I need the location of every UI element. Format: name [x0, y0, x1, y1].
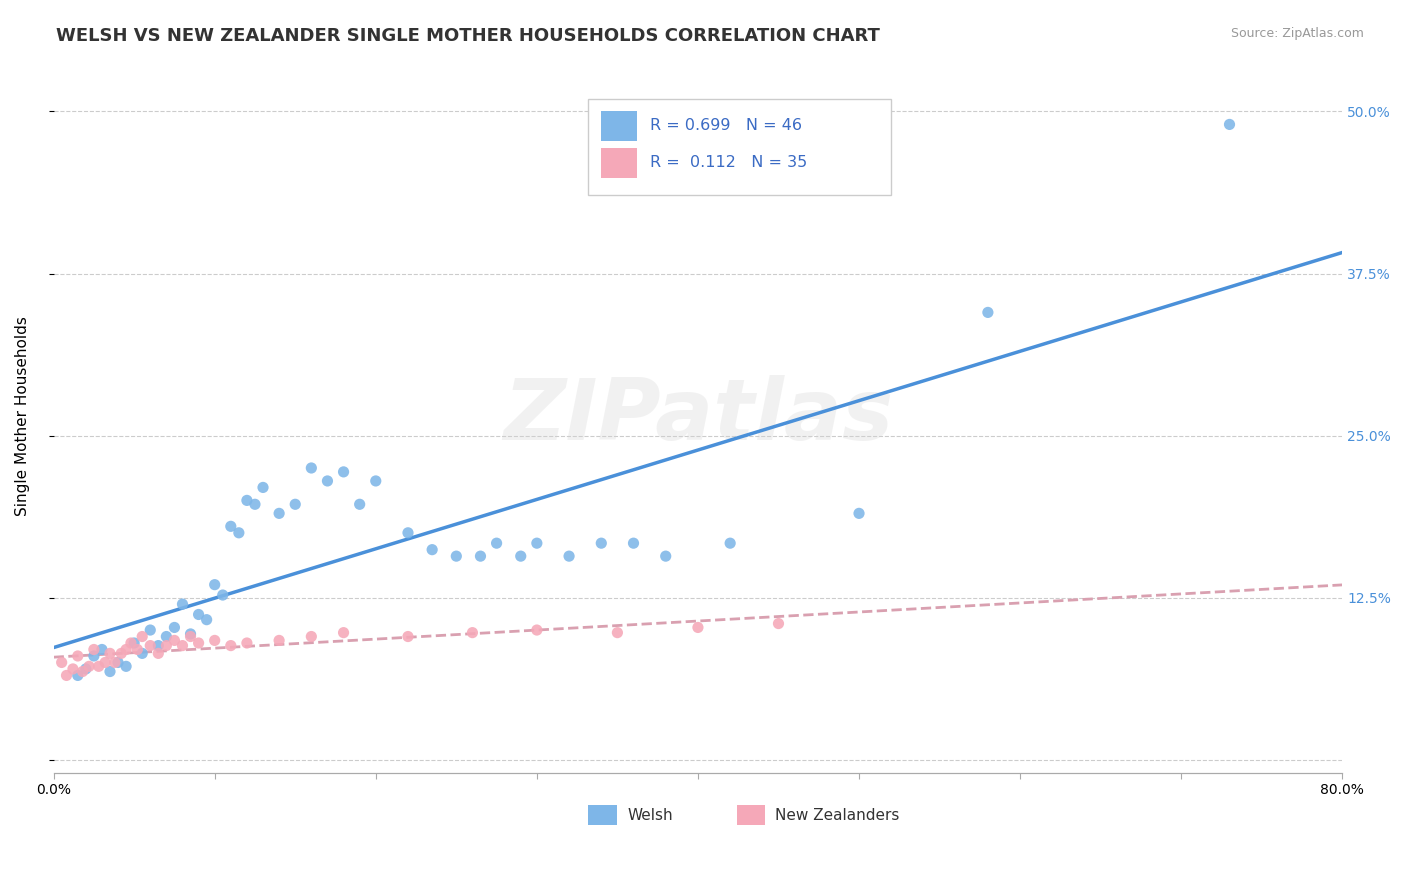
Point [461, 625, 484, 640]
Point [606, 625, 628, 640]
Point [107, 656, 129, 670]
Point [446, 549, 468, 563]
Point [228, 525, 250, 540]
Y-axis label: Single Mother Households: Single Mother Households [15, 316, 30, 516]
Point [83, 648, 105, 663]
Point [55, 668, 77, 682]
Point [104, 656, 127, 670]
Point [768, 616, 790, 631]
Point [591, 536, 613, 550]
Point [172, 639, 194, 653]
Text: ZIPatlas: ZIPatlas [503, 375, 893, 458]
Point [243, 497, 266, 511]
Point [284, 497, 307, 511]
Point [98, 665, 121, 679]
Point [75, 662, 97, 676]
Bar [602, 111, 637, 141]
Point [219, 639, 242, 653]
Bar [737, 805, 765, 825]
Point [396, 630, 419, 644]
Point [110, 646, 132, 660]
Point [269, 507, 291, 521]
Point [127, 642, 149, 657]
Point [139, 623, 162, 637]
Point [332, 465, 354, 479]
Point [87, 659, 110, 673]
Point [848, 507, 870, 521]
Point [131, 630, 153, 644]
Point [219, 519, 242, 533]
Text: Source: ZipAtlas.com: Source: ZipAtlas.com [1230, 27, 1364, 40]
Point [51, 656, 73, 670]
Point [83, 642, 105, 657]
Point [180, 627, 202, 641]
Point [211, 588, 233, 602]
Text: WELSH VS NEW ZEALANDER SINGLE MOTHER HOUSEHOLDS CORRELATION CHART: WELSH VS NEW ZEALANDER SINGLE MOTHER HOU… [56, 27, 880, 45]
Point [977, 305, 1000, 319]
Point [148, 639, 170, 653]
Point [120, 636, 142, 650]
FancyBboxPatch shape [588, 99, 891, 195]
Point [148, 646, 170, 660]
Text: R = 0.699   N = 46: R = 0.699 N = 46 [650, 119, 803, 134]
Text: R =  0.112   N = 35: R = 0.112 N = 35 [650, 155, 807, 170]
Point [98, 646, 121, 660]
Point [66, 668, 89, 682]
Point [470, 549, 492, 563]
Point [115, 659, 138, 673]
Point [187, 607, 209, 622]
Point [155, 630, 177, 644]
Point [236, 636, 259, 650]
Point [420, 542, 443, 557]
Point [526, 536, 548, 550]
Point [204, 577, 226, 591]
Point [718, 536, 741, 550]
Point [316, 474, 339, 488]
Point [195, 613, 218, 627]
Point [349, 497, 371, 511]
Point [163, 633, 186, 648]
Bar [602, 148, 637, 178]
Point [187, 636, 209, 650]
Point [396, 525, 419, 540]
Point [180, 630, 202, 644]
Point [686, 620, 709, 634]
Point [172, 597, 194, 611]
Point [269, 633, 291, 648]
Point [94, 656, 117, 670]
Point [252, 480, 274, 494]
Point [72, 665, 94, 679]
Point [77, 659, 100, 673]
Point [155, 639, 177, 653]
Text: New Zealanders: New Zealanders [775, 808, 900, 823]
Point [131, 646, 153, 660]
Text: Welsh: Welsh [627, 808, 672, 823]
Point [236, 493, 259, 508]
Point [623, 536, 645, 550]
Point [299, 630, 322, 644]
Point [332, 625, 354, 640]
Point [66, 648, 89, 663]
Point [1218, 117, 1240, 131]
Point [62, 662, 84, 676]
Point [139, 639, 162, 653]
Point [91, 642, 114, 657]
Point [509, 549, 531, 563]
Point [526, 623, 548, 637]
Point [122, 636, 145, 650]
Point [558, 549, 581, 563]
Point [299, 461, 322, 475]
Point [654, 549, 676, 563]
Point [364, 474, 387, 488]
Bar [588, 805, 617, 825]
Point [115, 642, 138, 657]
Point [204, 633, 226, 648]
Point [163, 620, 186, 634]
Point [485, 536, 508, 550]
